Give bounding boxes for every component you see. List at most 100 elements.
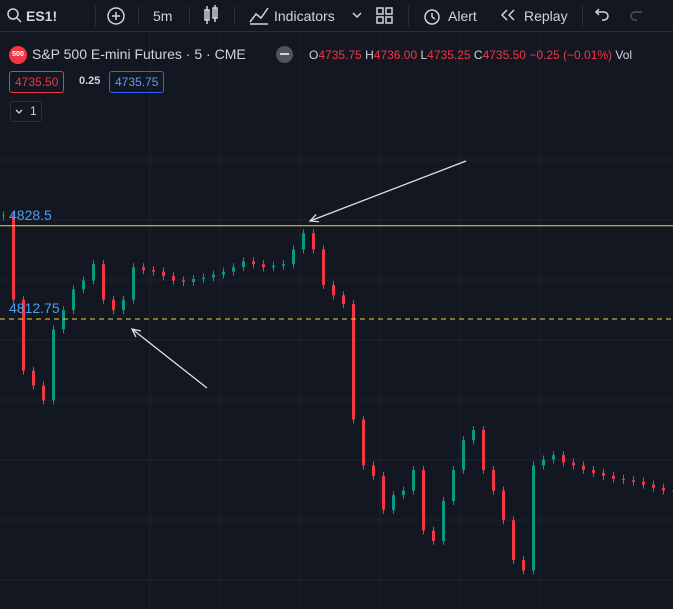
candle	[462, 440, 465, 470]
candle	[412, 469, 415, 491]
h-label: H	[365, 48, 374, 62]
symbol-badge: 500	[9, 46, 27, 64]
ohlc: O4735.75 H4736.00 L4735.25 C4735.50 −0.2…	[309, 48, 632, 62]
indicators-button[interactable]: Indicators	[274, 8, 335, 24]
candle	[12, 215, 15, 300]
annotation-arrow	[131, 328, 208, 389]
candle	[222, 271, 225, 275]
quantity: 1	[30, 104, 37, 118]
separator	[582, 6, 583, 26]
interval[interactable]: 5m	[153, 8, 173, 24]
annotation-arrow	[309, 160, 467, 222]
candle	[292, 249, 295, 265]
candle	[242, 261, 245, 268]
arrow-head	[130, 328, 141, 338]
close: 4735.50	[482, 48, 526, 62]
candle	[512, 520, 515, 561]
candle	[252, 261, 255, 265]
candle	[322, 249, 325, 285]
candle	[662, 487, 665, 491]
candle	[142, 267, 145, 271]
candle	[2, 215, 5, 217]
sell-button[interactable]: 4735.50	[9, 71, 65, 93]
candle	[62, 310, 65, 330]
legend-title: S&P 500 E-mini Futures · 5 · CME	[32, 46, 246, 62]
level-label: 4812.75	[9, 300, 60, 316]
symbol[interactable]: ES1!	[26, 8, 58, 24]
candle	[392, 495, 395, 510]
candle	[582, 465, 585, 470]
buy-button[interactable]: 4735.75	[109, 71, 165, 93]
candle	[382, 475, 385, 510]
candle	[422, 469, 425, 531]
o-label: O	[309, 48, 319, 62]
separator	[189, 6, 190, 26]
candle	[472, 429, 475, 441]
candle	[102, 264, 105, 300]
change: −0.25 (−0.01%)	[529, 48, 613, 62]
candle	[182, 280, 185, 282]
candle	[282, 264, 285, 266]
candle	[262, 264, 265, 268]
candle	[332, 284, 335, 296]
candle	[122, 299, 125, 311]
candle	[312, 233, 315, 250]
candle	[42, 385, 45, 401]
candle	[232, 267, 235, 272]
arrow-head	[308, 213, 320, 223]
candle	[82, 280, 85, 290]
candle	[572, 462, 575, 466]
candle	[402, 490, 405, 496]
candle	[72, 289, 75, 311]
candle	[132, 267, 135, 300]
candle	[452, 469, 455, 501]
candle	[372, 465, 375, 476]
candle	[202, 277, 205, 280]
candle	[432, 530, 435, 541]
separator	[95, 6, 96, 26]
alert-button[interactable]: Alert	[448, 8, 477, 24]
candle	[622, 478, 625, 481]
candle	[342, 295, 345, 305]
candle	[552, 455, 555, 460]
candle	[32, 370, 35, 386]
candle	[172, 276, 175, 281]
candle	[192, 279, 195, 282]
candle	[632, 480, 635, 482]
vol-label: Vol	[615, 48, 633, 62]
candle	[92, 264, 95, 281]
candle	[602, 472, 605, 476]
candle	[212, 274, 215, 278]
candle	[162, 271, 165, 277]
candle	[112, 299, 115, 311]
candle	[352, 304, 355, 420]
hide-button[interactable]	[276, 46, 293, 63]
candle	[22, 299, 25, 371]
candle	[492, 469, 495, 491]
candle	[562, 455, 565, 463]
candle	[522, 560, 525, 571]
c-label: C	[473, 48, 483, 62]
candle	[52, 329, 55, 401]
low: 4735.25	[427, 48, 471, 62]
quantity-toggle[interactable]: 1	[10, 101, 42, 122]
open: 4735.75	[318, 48, 362, 62]
candle	[612, 475, 615, 479]
candle	[302, 233, 305, 250]
candle	[652, 484, 655, 488]
high: 4736.00	[373, 48, 418, 62]
toolbar-icons	[7, 5, 642, 25]
spread: 0.25	[79, 75, 101, 87]
toolbar: ES1! 5m Indicators Alert Replay	[0, 0, 673, 32]
separator	[138, 6, 139, 26]
candle	[542, 459, 545, 466]
replay-button[interactable]: Replay	[524, 8, 568, 24]
candle	[592, 469, 595, 473]
candle	[152, 270, 155, 272]
candle	[502, 490, 505, 521]
l-label: L	[420, 48, 428, 62]
candle	[362, 419, 365, 466]
candle	[482, 429, 485, 470]
